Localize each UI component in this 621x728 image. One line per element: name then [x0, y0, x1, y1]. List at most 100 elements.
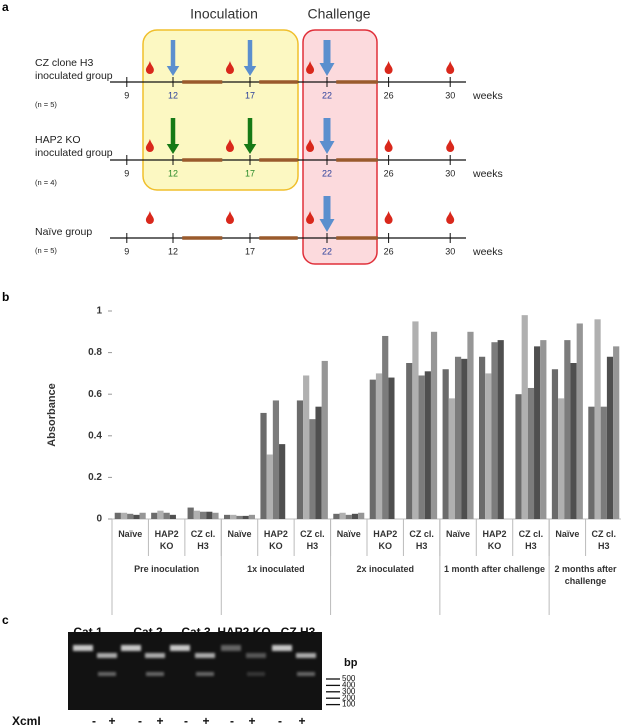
week-label: 30 [445, 90, 455, 100]
ladder-label: 200 [342, 693, 356, 702]
bar [193, 510, 200, 519]
ladder-label: 500 [342, 674, 356, 683]
week-label: 22 [322, 246, 332, 256]
blood-drop [225, 139, 234, 152]
bar [461, 358, 468, 519]
week-label: 26 [384, 168, 394, 178]
ladder-label: 400 [342, 681, 356, 690]
inoculation-arrow [166, 118, 180, 154]
group-label: 1x inoculated [247, 564, 305, 574]
week-label: 26 [384, 246, 394, 256]
x-tick-label: Naïve [336, 529, 361, 539]
bar [242, 515, 249, 519]
bar [515, 394, 522, 519]
week-label: 30 [445, 246, 455, 256]
group-label: 1 month after challenge [443, 564, 545, 574]
x-tick-label: Naïve [118, 529, 143, 539]
gel-band [170, 645, 190, 651]
week-label: 30 [445, 168, 455, 178]
x-tick-label: HAP2 KO [373, 529, 398, 551]
blood-drop [384, 139, 393, 152]
gel-band [97, 653, 117, 658]
lane-label: Cat 1 [73, 625, 103, 639]
group-label: 2x inoculated [356, 564, 414, 574]
blood-drop [384, 211, 393, 224]
gel-band [296, 653, 316, 658]
bar [260, 412, 267, 519]
unit-label: weeks [472, 168, 503, 180]
bar [272, 400, 280, 519]
week-label: 17 [245, 90, 255, 100]
treatment-label: XcmI [12, 714, 41, 728]
blood-drop [306, 61, 315, 74]
inoculation-arrow [243, 40, 257, 76]
bar [303, 375, 310, 519]
bar [491, 342, 498, 519]
bar [248, 514, 255, 519]
inoculation-arrow [319, 40, 335, 76]
week-label: 22 [322, 168, 332, 178]
bar [588, 406, 595, 519]
x-tick-label: CZ cl. H3 [591, 529, 617, 551]
bar [169, 514, 176, 519]
bar [114, 512, 121, 519]
x-tick-label: Naïve [227, 529, 252, 539]
bar [206, 511, 213, 519]
lane-label: CZ H3 [281, 625, 316, 639]
bar [558, 398, 565, 519]
gel [68, 632, 322, 710]
group-label: CZ clone H3 inoculated group [35, 57, 113, 82]
bar [594, 319, 601, 519]
week-label: 17 [245, 246, 255, 256]
phase-label: Challenge [307, 6, 370, 22]
bar [309, 419, 316, 519]
bar [606, 356, 614, 519]
lane-label: HAP2 KO [217, 625, 270, 639]
gel-band [272, 645, 292, 651]
week-label: 9 [124, 246, 129, 256]
week-label: 26 [384, 90, 394, 100]
bar [345, 514, 352, 519]
y-tick-label: 0.8 [88, 347, 102, 358]
gel-band [247, 672, 265, 676]
inoculation-arrow [243, 118, 257, 154]
bar [497, 340, 504, 519]
bar [236, 515, 243, 519]
inoculation-arrow [319, 118, 335, 154]
y-tick-label: 1 [96, 306, 102, 317]
bar [527, 387, 535, 519]
group-label: 2 months after challenge [554, 564, 617, 586]
bar [570, 363, 577, 519]
x-tick-label: CZ cl. H3 [300, 529, 325, 551]
unit-label: weeks [472, 246, 503, 258]
bar [454, 356, 462, 519]
bar [339, 512, 346, 519]
bar [576, 323, 583, 519]
bar [315, 406, 322, 519]
bar [321, 360, 328, 519]
y-tick-label: 0.2 [88, 472, 102, 483]
treatment-sign: + [108, 714, 115, 728]
bar [485, 373, 492, 519]
ladder-label: 100 [342, 700, 356, 709]
group-size: (n = 4) [35, 178, 57, 187]
y-tick-label: 0 [96, 514, 102, 525]
week-label: 12 [168, 168, 178, 178]
challenge-box [302, 29, 378, 265]
bar [266, 454, 273, 519]
bar [333, 513, 340, 519]
gel-band [195, 653, 215, 658]
bar [388, 377, 395, 519]
group-label: Naïve group [35, 226, 93, 238]
bar [151, 512, 158, 519]
panel-label: a [2, 0, 9, 14]
gel-band [98, 672, 116, 676]
blood-drop [306, 139, 315, 152]
gel-band [73, 645, 93, 651]
treatment-sign: - [278, 714, 282, 728]
blood-drop [306, 211, 315, 224]
gel-band [196, 672, 214, 676]
x-tick-label: HAP2 KO [482, 529, 507, 551]
bar [448, 398, 455, 519]
